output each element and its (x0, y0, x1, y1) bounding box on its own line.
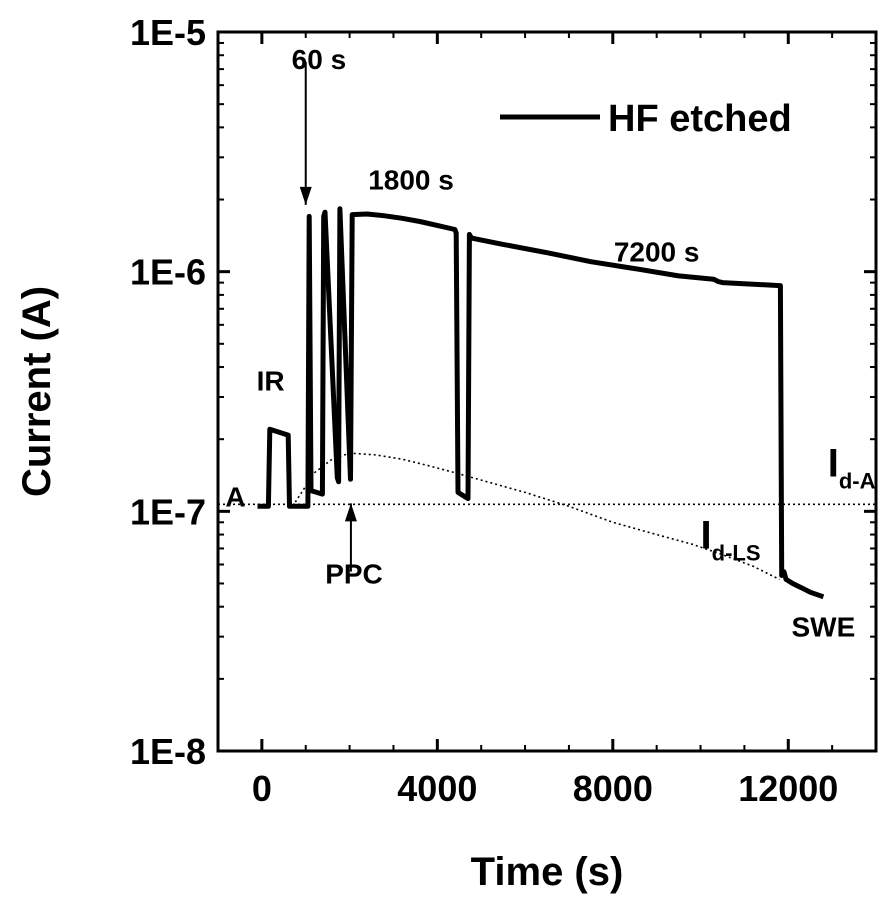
legend: HF etched (500, 98, 792, 140)
annotation-label: 1800 s (368, 165, 454, 196)
series-layer (218, 206, 876, 600)
annotation-arrow-head (344, 503, 357, 522)
annotation-arrow-head (299, 186, 312, 205)
annotation-label: 60 s (292, 44, 347, 75)
legend-label-hf-etched: HF etched (608, 98, 792, 140)
annotation-label: Id-A (828, 441, 876, 493)
tick-labels: 0 4000 8000 12000 1E-8 1E-7 1E-6 1E-5 (130, 12, 838, 809)
series-line-hf-etched (257, 206, 825, 600)
annotation-label: SWE (791, 612, 855, 643)
annotation-label: 7200 s (614, 237, 700, 268)
annotation-labels: A IR 60 s 1800 s 7200 s PPC SWE Id-A Id-LS (225, 44, 875, 643)
x-tick-label: 0 (252, 768, 272, 809)
x-tick-label: 4000 (397, 768, 477, 809)
y-tick-label: 1E-7 (130, 491, 206, 532)
dotted-curve-d-ls (291, 452, 780, 581)
y-axis-title: Current (A) (15, 286, 59, 497)
x-tick-label: 12000 (738, 768, 838, 809)
annotation-label: IR (257, 365, 285, 396)
y-tick-label: 1E-8 (130, 731, 206, 772)
annotation-label: A (225, 481, 245, 512)
annotation-arrows (299, 61, 357, 572)
annotation-label: PPC (325, 558, 383, 589)
y-tick-label: 1E-6 (130, 252, 206, 293)
annotation-label: Id-LS (701, 513, 761, 565)
x-axis-title: Time (s) (471, 850, 624, 894)
plot-frame (216, 30, 878, 753)
x-tick-label: 8000 (573, 768, 653, 809)
y-tick-label: 1E-5 (130, 12, 206, 53)
